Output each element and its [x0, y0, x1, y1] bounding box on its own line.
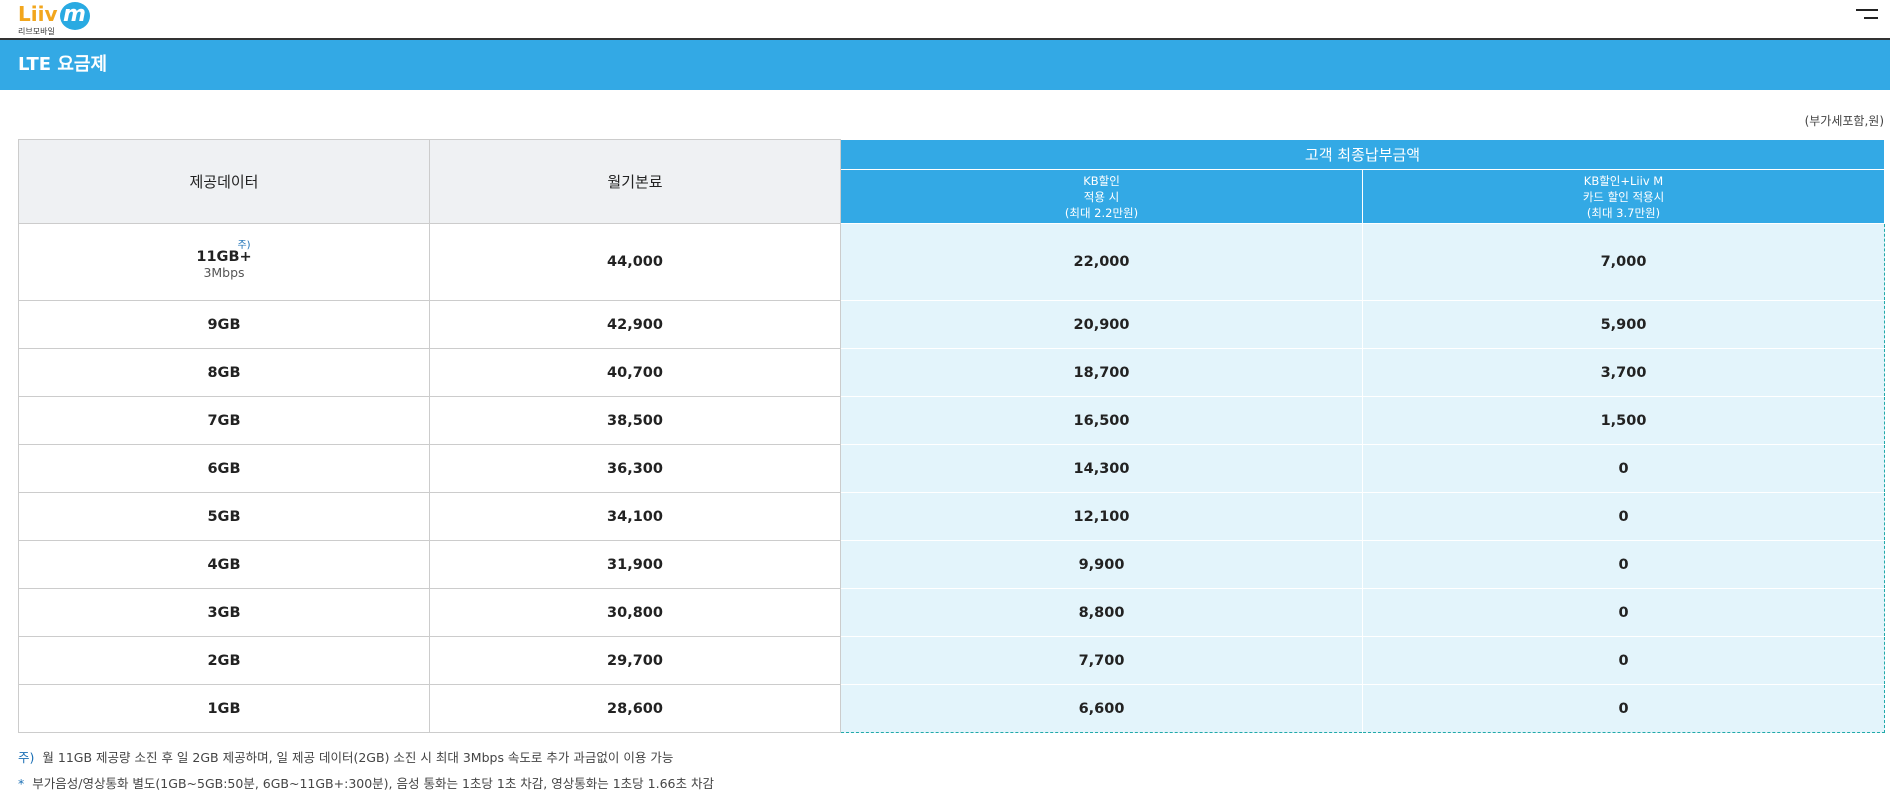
sub-header: KB할인+Liiv M 카드 할인 적용시 (최대 3.7만원): [1361, 169, 1886, 224]
data-amount: 7GB: [207, 412, 241, 429]
table-row: 7GB 38,500 16,500 1,500: [18, 396, 1886, 445]
footnote: * 부가음성/영상통화 별도(1GB~5GB:50분, 6GB~11GB+:300…: [18, 773, 1890, 792]
fee-cell: 30,800: [429, 588, 841, 637]
sub-header: KB할인 적용 시 (최대 2.2만원): [840, 169, 1363, 224]
col-header: 제공데이터: [18, 139, 430, 224]
footnote-marker: 주): [18, 750, 35, 765]
kb-card-cell: 0: [1361, 492, 1886, 541]
data-cell: 2GB: [18, 636, 430, 685]
fee-cell: 36,300: [429, 444, 841, 493]
footnotes: 주) 월 11GB 제공량 소진 후 일 2GB 제공하며, 일 제공 데이터(2…: [18, 747, 1890, 792]
kb-cell: 6,600: [840, 684, 1363, 733]
kb-card-cell: 3,700: [1361, 348, 1886, 397]
data-amount: 2GB: [207, 652, 241, 669]
data-cell: 1GB: [18, 684, 430, 733]
sub-header-line: KB할인+Liiv M: [1583, 173, 1664, 188]
table-row: 3GB 30,800 8,800 0: [18, 588, 1886, 637]
data-amount: 8GB: [207, 364, 241, 381]
menu-button[interactable]: [1856, 9, 1878, 25]
table-row: 9GB 42,900 20,900 5,900: [18, 300, 1886, 349]
kb-card-cell: 7,000: [1361, 223, 1886, 301]
sub-header-line: KB할인: [1083, 173, 1120, 188]
data-amount: 11GB+: [196, 249, 252, 265]
fee-cell: 29,700: [429, 636, 841, 685]
kb-cell: 7,700: [840, 636, 1363, 685]
logo-m: m: [59, 2, 90, 30]
data-cell: 주) 11GB+ 3Mbps: [18, 223, 430, 301]
page-title: LTE 요금제: [0, 40, 1890, 90]
data-amount: 1GB: [207, 700, 241, 717]
data-amount: 4GB: [207, 556, 241, 573]
kb-cell: 22,000: [840, 223, 1363, 301]
fee-cell: 31,900: [429, 540, 841, 589]
data-amount: 6GB: [207, 460, 241, 477]
plan-table: 제공데이터 월기본료 고객 최종납부금액 KB할인 적용 시 (최대 2.2만원) K…: [18, 139, 1886, 733]
fee-cell: 28,600: [429, 684, 841, 733]
table-row: 1GB 28,600 6,600 0: [18, 684, 1886, 733]
unit-note: (부가세포함,원): [1804, 114, 1884, 128]
kb-card-cell: 0: [1361, 684, 1886, 733]
group-header: 고객 최종납부금액: [839, 139, 1886, 170]
kb-card-cell: 5,900: [1361, 300, 1886, 349]
kb-card-cell: 0: [1361, 636, 1886, 685]
data-cell: 6GB: [18, 444, 430, 493]
kb-cell: 18,700: [840, 348, 1363, 397]
data-cell: 8GB: [18, 348, 430, 397]
kb-card-cell: 0: [1361, 444, 1886, 493]
logo[interactable]: Liiv m 리브모바일: [18, 2, 90, 36]
logo-name: Liiv: [18, 2, 58, 26]
kb-card-cell: 0: [1361, 540, 1886, 589]
data-cell: 7GB: [18, 396, 430, 445]
data-amount: 9GB: [207, 316, 241, 333]
kb-cell: 12,100: [840, 492, 1363, 541]
footnote-text: 월 11GB 제공량 소진 후 일 2GB 제공하며, 일 제공 데이터(2GB…: [42, 750, 674, 765]
footnote: 주) 월 11GB 제공량 소진 후 일 2GB 제공하며, 일 제공 데이터(2…: [18, 747, 1890, 766]
fee-cell: 42,900: [429, 300, 841, 349]
data-cell: 4GB: [18, 540, 430, 589]
kb-cell: 20,900: [840, 300, 1363, 349]
fee-cell: 34,100: [429, 492, 841, 541]
kb-cell: 14,300: [840, 444, 1363, 493]
kb-cell: 9,900: [840, 540, 1363, 589]
sub-header-line: (최대 2.2만원): [1064, 205, 1139, 220]
data-amount: 3GB: [207, 604, 241, 621]
kb-cell: 16,500: [840, 396, 1363, 445]
data-amount: 5GB: [207, 508, 241, 525]
footnote-marker: *: [18, 776, 25, 791]
sub-header-line: (최대 3.7만원): [1586, 205, 1661, 220]
sub-header-line: 카드 할인 적용시: [1582, 189, 1665, 204]
kb-card-cell: 0: [1361, 588, 1886, 637]
table-row: 4GB 31,900 9,900 0: [18, 540, 1886, 589]
fee-cell: 44,000: [429, 223, 841, 301]
col-header: 월기본료: [429, 139, 841, 224]
kb-cell: 8,800: [840, 588, 1363, 637]
data-cell: 9GB: [18, 300, 430, 349]
footnote-text: 부가음성/영상통화 별도(1GB~5GB:50분, 6GB~11GB+:300분…: [32, 776, 714, 791]
table-row: 6GB 36,300 14,300 0: [18, 444, 1886, 493]
logo-sub: 리브모바일: [18, 27, 55, 36]
kb-card-cell: 1,500: [1361, 396, 1886, 445]
table-row: 주) 11GB+ 3Mbps 44,000 22,000 7,000: [18, 223, 1886, 301]
table-row: 2GB 29,700 7,700 0: [18, 636, 1886, 685]
data-cell: 5GB: [18, 492, 430, 541]
speed: 3Mbps: [203, 265, 245, 280]
footnote-mark: 주): [237, 240, 251, 251]
table-row: 5GB 34,100 12,100 0: [18, 492, 1886, 541]
fee-cell: 40,700: [429, 348, 841, 397]
table-row: 8GB 40,700 18,700 3,700: [18, 348, 1886, 397]
top-nav: Liiv m 리브모바일: [0, 0, 1890, 40]
sub-header-line: 적용 시: [1083, 189, 1120, 204]
fee-cell: 38,500: [429, 396, 841, 445]
data-cell: 3GB: [18, 588, 430, 637]
